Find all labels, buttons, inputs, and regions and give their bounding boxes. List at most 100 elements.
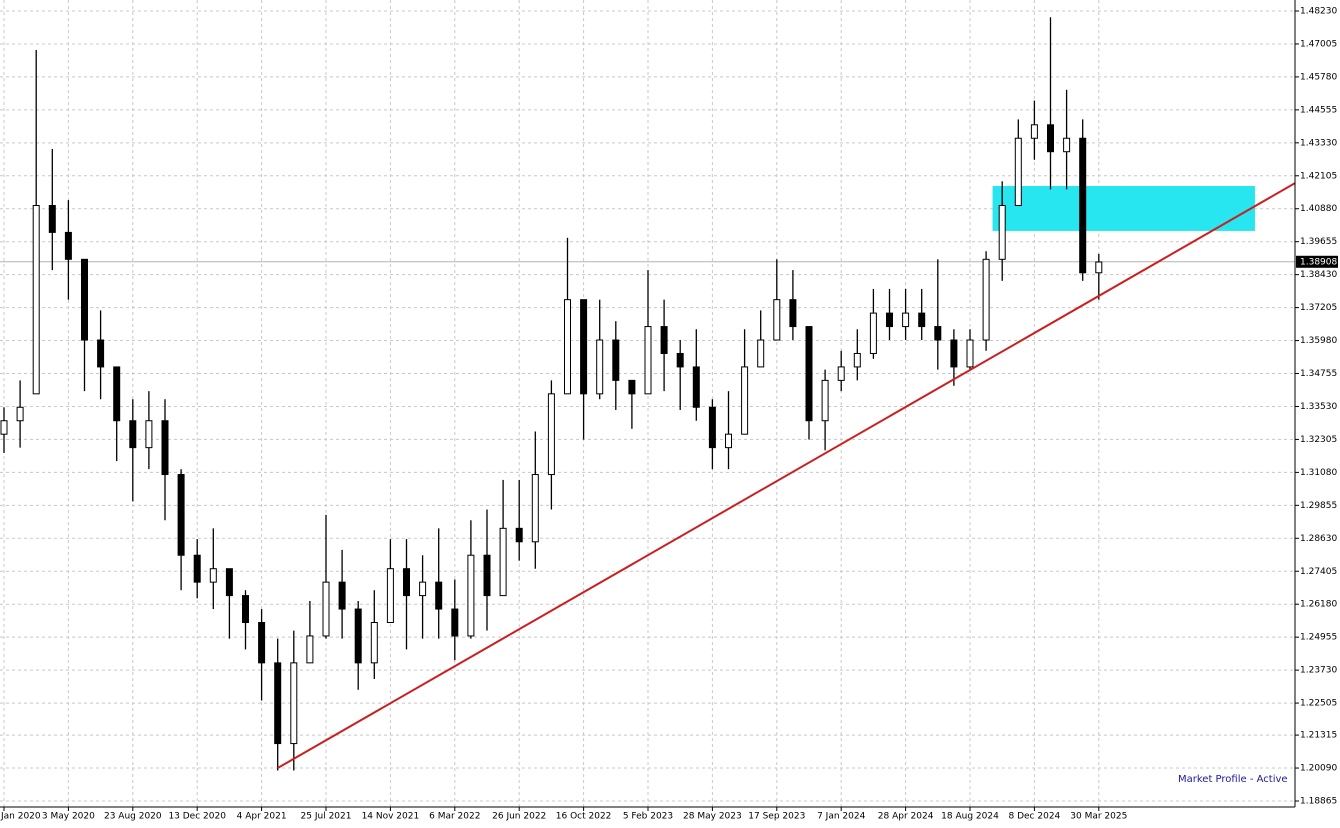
- y-tick-label: 1.44555: [1300, 105, 1337, 115]
- candle-body: [869, 312, 877, 354]
- trendline: [277, 182, 1296, 769]
- candle-body: [757, 339, 765, 368]
- candle-body: [676, 352, 684, 368]
- candle-body: [789, 299, 797, 328]
- candle-body: [934, 326, 942, 341]
- candle-body: [564, 299, 571, 395]
- y-tick-label: 1.26180: [1300, 600, 1337, 610]
- candle-body: [660, 326, 668, 354]
- candle-body: [48, 205, 56, 233]
- x-tick-label: 25 Jul 2021: [301, 812, 352, 822]
- candle-body: [193, 554, 201, 583]
- zone: [992, 186, 1255, 231]
- candle-body: [902, 312, 910, 328]
- current-price-badge: [1296, 255, 1338, 268]
- x-tick-label: 3 May 2020: [42, 812, 95, 822]
- candle-body: [741, 366, 749, 435]
- candle-body: [129, 420, 137, 449]
- candles: [0, 17, 1296, 771]
- candle-body: [209, 568, 217, 583]
- candle-body: [628, 379, 636, 395]
- candle-body: [242, 595, 249, 624]
- candle-body: [725, 433, 732, 449]
- candle-body: [531, 474, 539, 543]
- y-tick-label: 1.47005: [1300, 39, 1337, 49]
- candle-body: [837, 366, 845, 381]
- candle-body: [145, 420, 153, 449]
- x-tick-label: 5 Feb 2023: [623, 812, 673, 822]
- candle-body: [982, 258, 990, 341]
- x-tick-label: 28 Apr 2024: [878, 812, 934, 822]
- candle-body: [612, 339, 620, 381]
- candle-body: [274, 662, 282, 745]
- candle-body: [1030, 124, 1038, 139]
- candle-body: [322, 581, 330, 637]
- candle-body: [1079, 137, 1087, 274]
- candle-body: [354, 608, 362, 664]
- candle-body: [692, 366, 700, 408]
- x-tick-label: 26 Jun 2022: [492, 812, 546, 822]
- candle-body: [1047, 124, 1054, 153]
- y-tick-label: 1.34755: [1300, 369, 1337, 379]
- candle-body: [451, 608, 459, 637]
- y-tick-label: 1.38430: [1300, 270, 1337, 280]
- candle-body: [435, 581, 443, 610]
- candle-body: [644, 326, 652, 395]
- candle-body: [821, 379, 829, 422]
- y-tick-label: 1.48230: [1300, 7, 1337, 17]
- candle-body: [853, 352, 861, 368]
- y-tick-label: 1.24955: [1300, 633, 1337, 643]
- candle-body: [1095, 261, 1103, 274]
- y-tick-label: 1.23730: [1300, 666, 1337, 676]
- y-tick-label: 1.45780: [1300, 72, 1337, 82]
- x-tick-label: 6 Mar 2022: [429, 812, 480, 822]
- x-tick-label: 8 Dec 2024: [1009, 812, 1061, 822]
- x-tick-label: 7 Jan 2024: [817, 812, 865, 822]
- x-tick-label: 30 Mar 2025: [1070, 812, 1127, 822]
- candle-body: [580, 299, 588, 395]
- candle-body: [805, 326, 813, 422]
- y-tick-label: 1.37205: [1300, 303, 1337, 313]
- y-tick-label: 1.29855: [1300, 501, 1337, 511]
- y-tick-label: 1.42105: [1300, 171, 1337, 181]
- candle-body: [32, 205, 40, 395]
- candle-body: [547, 393, 555, 476]
- candle-body: [998, 205, 1006, 260]
- y-tick-label: 1.33530: [1300, 402, 1337, 412]
- candle-body: [64, 231, 72, 260]
- candle-body: [0, 420, 8, 435]
- objects: [0, 186, 1295, 263]
- candle-body: [886, 312, 893, 328]
- candle-body: [419, 581, 427, 597]
- candle-body: [81, 258, 88, 341]
- y-tick-label: 1.39655: [1300, 237, 1337, 247]
- candle-body: [225, 568, 233, 597]
- candle-body: [1063, 137, 1071, 153]
- labels: 1.48230 1.47005 1.45780 1.44555 1.43330 1.421…: [0, 7, 1338, 822]
- grid: [0, 0, 1295, 807]
- x-tick-label: 18 Aug 2024: [941, 812, 999, 822]
- candle-body: [258, 622, 266, 664]
- candle-body: [1014, 137, 1022, 207]
- candle-body: [499, 527, 507, 597]
- candle-body: [290, 662, 298, 745]
- candle-body: [708, 406, 716, 449]
- candle-body: [596, 339, 604, 395]
- y-tick-label: 1.32305: [1300, 435, 1337, 445]
- y-tick-label: 1.18865: [1300, 797, 1337, 807]
- y-tick-label: 1.21315: [1300, 731, 1337, 741]
- x-tick-label: 16 Oct 2022: [556, 812, 612, 822]
- x-tick-label: 23 Aug 2020: [104, 812, 162, 822]
- candle-body: [515, 527, 523, 543]
- y-tick-label: 1.31080: [1300, 468, 1337, 478]
- candle-body: [306, 635, 314, 664]
- x-tick-label: 14 Nov 2021: [362, 812, 420, 822]
- x-tick-label: 13 Dec 2020: [168, 812, 226, 822]
- x-tick-label: 28 May 2023: [683, 812, 742, 822]
- candle-body: [966, 339, 974, 368]
- current-price-label: 1.38908: [1300, 257, 1337, 267]
- y-tick-label: 1.28630: [1300, 534, 1337, 544]
- candle-body: [113, 366, 121, 422]
